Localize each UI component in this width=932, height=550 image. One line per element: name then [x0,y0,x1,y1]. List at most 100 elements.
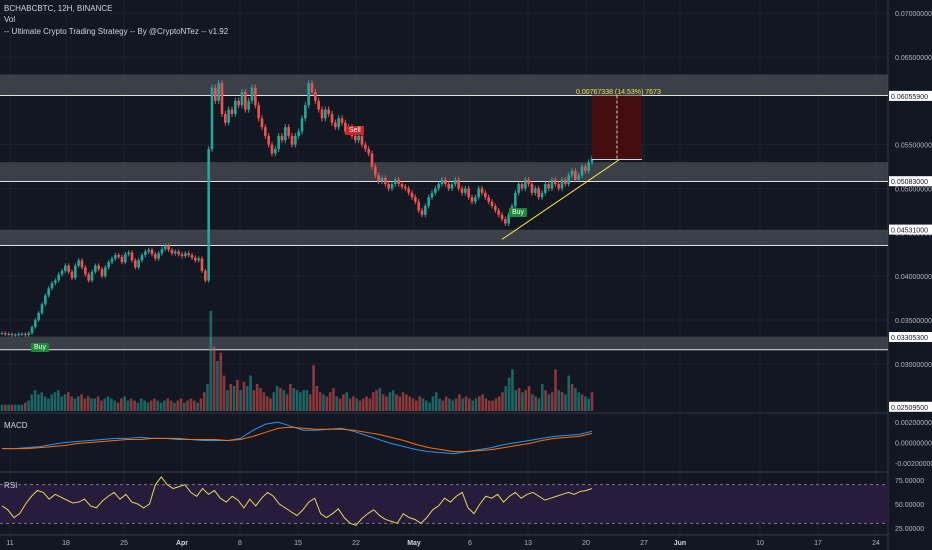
time-axis[interactable]: 11 18 25 Apr 8 15 22 May 6 13 20 27 Jun 10 17 24 [6,540,880,547]
volume-bar [289,383,292,411]
volume-bar [514,390,518,411]
candle-body [137,260,140,268]
candle-body [267,135,270,145]
candle-body [117,255,120,257]
price-axis[interactable]: 0.07000000 0.06500000 0.05500000 0.05000000… [889,11,932,533]
volume-bar [202,392,206,411]
candle-body [357,135,360,141]
candle-body [390,184,394,189]
candle-body [500,214,504,220]
candle-body [487,197,490,202]
price-tick-label: 0.03000000 [895,362,932,369]
candle-body [400,184,404,187]
candle-body [337,118,340,128]
candle-body [580,166,584,176]
candle-body [277,135,280,150]
candle-body [474,197,477,202]
candle-body [440,179,444,185]
candle-body [187,253,190,256]
candle-body [470,197,474,202]
volume-bar [441,400,445,411]
volume-bar [401,392,405,411]
volume-bar [524,390,528,411]
projection-label: 0.00767338 (14.53%) 7673 [576,89,661,96]
candle-body [274,149,277,154]
macd-tick-label: 0.00200000 [895,420,932,427]
sell-signal: Sell [346,126,364,135]
time-tick-label: 10 [756,540,764,547]
volume-bar [103,398,107,411]
volume-bar [232,386,236,411]
volume-bar [17,404,20,411]
candle-body [297,131,300,136]
candle-body [157,253,160,259]
candle-body [14,334,17,336]
volume-bar [570,383,574,411]
candle-body [427,197,430,206]
volume-bar [206,383,209,411]
volume-bar [537,398,541,411]
volume-bar [587,398,590,411]
volume-bar [20,404,24,411]
candle-body [397,179,400,185]
volume-bar [448,398,451,411]
time-tick-label: 17 [814,540,822,547]
volume-bar [216,361,219,411]
volume-bar [312,365,315,411]
candle-body [54,280,57,284]
volume-bar [302,390,305,411]
time-tick-label: 18 [62,540,70,547]
volume-bar [196,402,199,411]
volume-bar [136,402,140,411]
volume-bar [100,400,103,411]
volume-bar [501,392,504,411]
candle-body [477,188,480,198]
volume-bar [481,394,484,411]
candle-body [34,319,37,327]
candle-body [520,184,524,189]
rsi-line [1,476,593,526]
volume-bar [381,394,385,411]
volume-bar [96,396,100,411]
volume-bar [86,396,90,411]
volume-bar [415,400,418,411]
candle-body [180,254,184,256]
volume-bar [378,388,382,411]
candle-body [407,188,410,193]
candle-body [160,248,164,254]
volume-bar [345,392,349,411]
volume-bar [189,398,193,411]
candle-body [340,118,344,123]
candle-body [174,251,177,254]
candle-body [467,188,470,198]
volume-bar [338,398,342,411]
volume-bar [342,394,345,411]
price-marker [889,224,932,235]
volume-bar [176,400,179,411]
candle-body [320,109,324,119]
candle-body [170,249,174,254]
macd-pane [2,421,593,455]
volume-bar [335,396,339,411]
volume-bar [252,390,256,411]
volume-bar [434,392,438,411]
candle-body [414,197,417,202]
volume-bar [146,402,150,411]
candle-body [110,258,114,263]
volume-bar [30,394,34,411]
candle-body [7,333,10,335]
volume-bar [63,394,67,411]
candle-body [214,87,217,101]
candle-body [57,274,60,281]
volume-bar [560,392,564,411]
volume-bar [93,398,97,411]
volume-bar [166,398,170,411]
candle-body [490,201,494,206]
volume-bar [308,394,312,411]
candle-body [64,265,67,271]
candle-body [330,113,334,123]
volume-bar [391,390,395,411]
candle-body [114,255,117,259]
candle-body [314,92,317,101]
